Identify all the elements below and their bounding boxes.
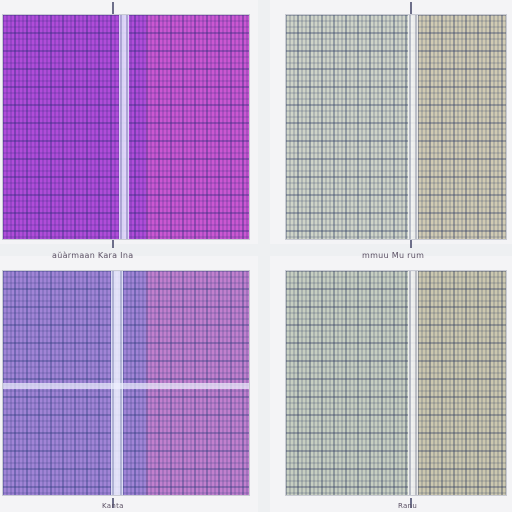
highlight-bar [119,15,129,239]
bottom-tick-right [410,498,412,508]
highlight-bar [408,271,418,495]
label-top-left: aŭàrmaan Kara Ina [52,251,134,260]
accent-wash [414,15,506,239]
grid-texture-top-left [3,15,249,239]
label-bottom-right: Ranu [398,502,418,510]
accent-wash [414,271,506,495]
label-bottom-left: Kanta [102,502,124,510]
grid-texture-bottom-right [286,271,506,495]
panel-bottom-right [285,270,507,496]
grid-texture-bottom-left [3,271,249,495]
bottom-tick-left [112,498,114,508]
panel-top-left [2,14,250,240]
horizontal-divider [0,244,512,256]
vertical-divider [258,0,270,512]
top-tick-right [410,2,412,16]
highlight-band [3,383,249,389]
grid-texture-top-right [286,15,506,239]
accent-wash [146,15,249,239]
top-tick-left [112,2,114,16]
highlight-bar [408,15,418,239]
mid-tick-left [112,238,114,248]
label-top-right: mmuu Mu rum [362,251,425,260]
panel-background [286,271,506,495]
panel-background [286,15,506,239]
mid-tick-right [410,238,412,248]
panel-bottom-left [2,270,250,496]
panel-top-right [285,14,507,240]
